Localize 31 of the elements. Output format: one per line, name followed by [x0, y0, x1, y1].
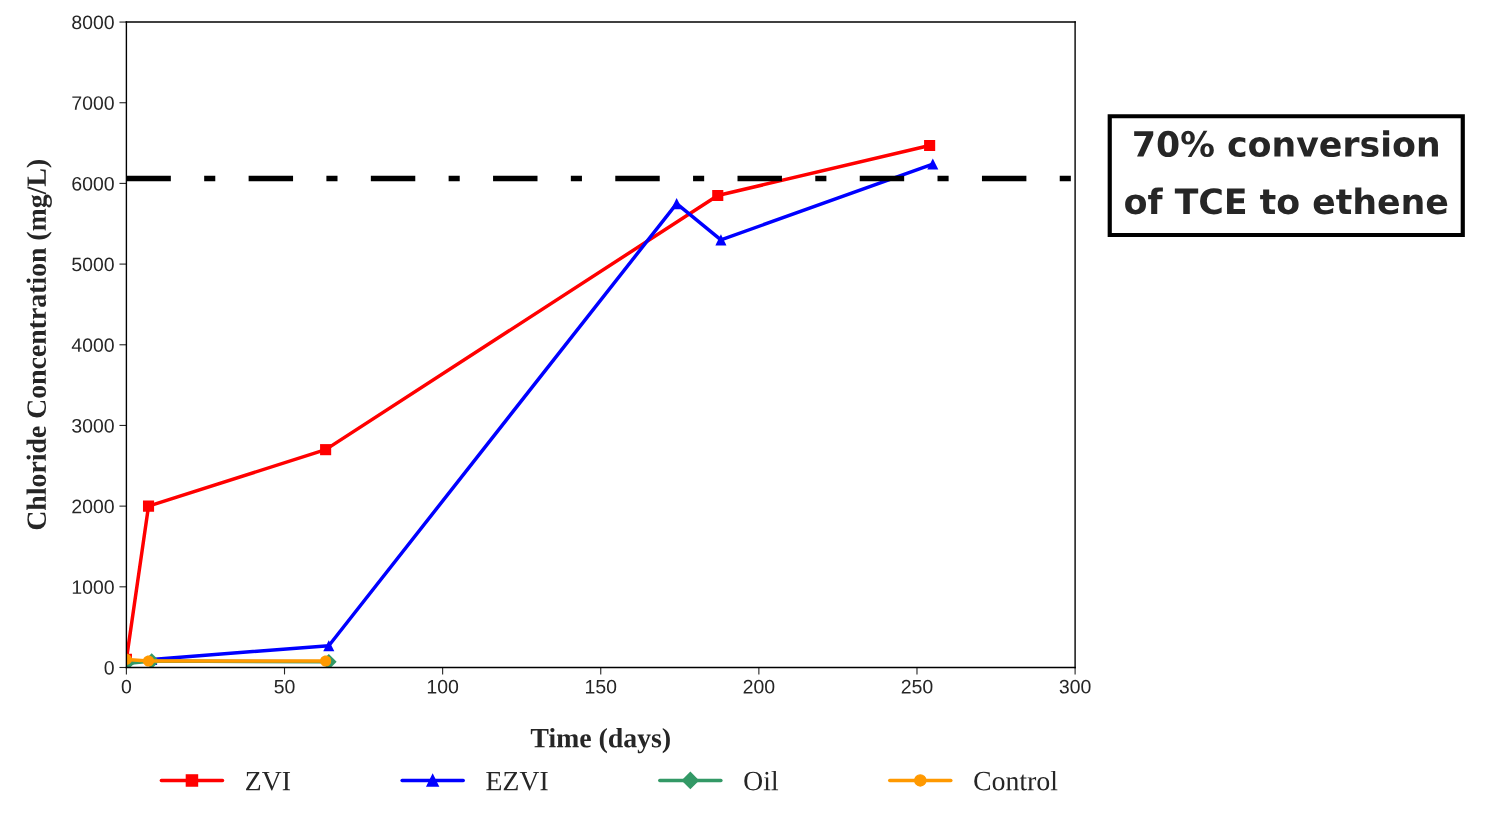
y-tick-label: 3000 [72, 418, 114, 433]
x-tick-label: 200 [743, 679, 775, 694]
point [712, 189, 724, 202]
y-axis-title: Chloride Concentration (mg/L) [26, 160, 52, 530]
point [671, 198, 683, 210]
point [927, 158, 939, 170]
y-tick-label: 1000 [72, 580, 114, 595]
point [142, 655, 155, 667]
x-axis-title: Time (days) [530, 727, 670, 754]
y-tick-label: 8000 [72, 15, 114, 30]
x-tick-label: 300 [1059, 679, 1091, 694]
y-tick-label: 6000 [72, 176, 114, 191]
legend-label: EZVI [486, 771, 548, 791]
y-tick-label: 7000 [72, 96, 114, 110]
legend-label: Oil [744, 770, 779, 791]
x-tick-label: 100 [427, 679, 459, 694]
point [320, 444, 332, 456]
y-tick-label: 4000 [71, 338, 114, 353]
point [924, 139, 936, 152]
y-tick-label: 0 [104, 660, 114, 675]
x-tick-label: 150 [586, 679, 617, 694]
point [142, 500, 155, 512]
point [320, 655, 332, 667]
x-tick-label: 50 [274, 679, 295, 694]
x-tick-label: 0 [121, 679, 132, 694]
legend-label: ZVI [246, 771, 291, 791]
ref-line-label: 70% conversion of TCE to ethene [1125, 130, 1448, 215]
y-tick-label: 2000 [72, 499, 114, 514]
y-tick-label: 5000 [72, 257, 114, 272]
x-tick-label: 250 [901, 679, 933, 694]
legend-label: Control [974, 770, 1058, 791]
